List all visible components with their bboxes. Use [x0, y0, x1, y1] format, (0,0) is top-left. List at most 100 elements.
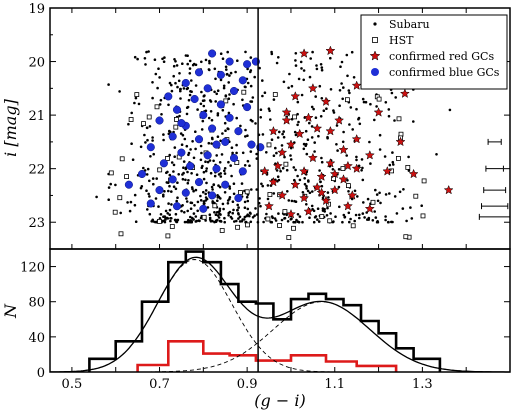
- subaru-point: [202, 190, 205, 194]
- subaru-point: [95, 195, 98, 199]
- subaru-point: [243, 164, 247, 167]
- subaru-point: [255, 152, 258, 156]
- histogram-all: [88, 250, 442, 372]
- subaru-point: [310, 204, 314, 208]
- subaru-point: [369, 102, 372, 106]
- subaru-point: [265, 151, 268, 154]
- subaru-point: [170, 190, 173, 193]
- subaru-point: [306, 138, 310, 141]
- bottom-plot-frame: [49, 248, 511, 373]
- subaru-point: [347, 89, 351, 92]
- subaru-point: [249, 212, 252, 215]
- subaru-point: [203, 202, 206, 205]
- subaru-point: [146, 167, 150, 171]
- subaru-point: [210, 142, 213, 145]
- subaru-point: [221, 202, 225, 206]
- subaru-point: [179, 97, 182, 100]
- subaru-point: [192, 218, 195, 221]
- subaru-point: [338, 205, 341, 209]
- subaru-point: [118, 90, 121, 93]
- subaru-point: [319, 115, 323, 118]
- subaru-point: [186, 181, 190, 185]
- subaru-point: [219, 175, 223, 178]
- subaru-point: [353, 219, 357, 223]
- subaru-point: [346, 74, 349, 78]
- red-gc-point: [285, 208, 296, 219]
- blue-gc-point: [199, 204, 208, 213]
- subaru-point: [297, 220, 301, 224]
- subaru-point: [384, 218, 387, 222]
- red-gc-point: [338, 144, 349, 155]
- blue-gc-point: [234, 194, 243, 203]
- subaru-point: [322, 109, 326, 112]
- subaru-point: [167, 189, 170, 193]
- subaru-point: [179, 89, 182, 93]
- red-gc-point: [299, 192, 310, 203]
- subaru-point: [302, 78, 306, 82]
- subaru-point: [243, 200, 247, 204]
- legend-label: HST: [389, 34, 414, 47]
- subaru-point: [187, 220, 190, 224]
- blue-gc-point: [181, 78, 190, 88]
- red-gc-point: [277, 147, 288, 157]
- subaru-point: [272, 192, 276, 195]
- subaru-point: [211, 200, 214, 203]
- subaru-point: [193, 204, 196, 207]
- blue-gc-point: [212, 140, 221, 149]
- top-points: [95, 45, 454, 240]
- subaru-point: [107, 83, 110, 86]
- subaru-point: [364, 100, 368, 104]
- y-tick-label: 80: [28, 296, 45, 311]
- subaru-point: [261, 94, 264, 98]
- subaru-point: [192, 156, 196, 160]
- subaru-point: [367, 216, 371, 220]
- subaru-point: [320, 97, 324, 100]
- subaru-point: [170, 203, 173, 206]
- hst-point: [405, 164, 411, 170]
- hst-point: [237, 190, 243, 195]
- hst-point: [165, 233, 171, 239]
- subaru-point: [174, 212, 178, 216]
- subaru-point: [229, 71, 233, 75]
- subaru-point: [318, 84, 322, 88]
- subaru-point: [248, 164, 251, 167]
- subaru-point: [191, 140, 194, 143]
- subaru-point: [182, 171, 185, 175]
- subaru-point: [240, 182, 244, 185]
- subaru-point: [319, 180, 322, 184]
- subaru-point: [178, 72, 181, 75]
- subaru-point: [308, 121, 311, 125]
- subaru-point: [213, 67, 217, 71]
- subaru-point: [373, 118, 376, 122]
- subaru-point: [223, 121, 227, 125]
- subaru-point: [341, 140, 345, 144]
- subaru-point: [170, 217, 173, 220]
- subaru-point: [311, 50, 314, 54]
- hst-point: [146, 114, 152, 120]
- subaru-point: [182, 160, 186, 163]
- subaru-point: [249, 220, 253, 224]
- subaru-point: [236, 203, 239, 207]
- subaru-point: [216, 214, 220, 217]
- subaru-point: [214, 100, 217, 103]
- subaru-point: [217, 216, 221, 219]
- subaru-point: [218, 207, 222, 211]
- subaru-point: [271, 216, 275, 220]
- hst-point: [319, 214, 325, 220]
- subaru-point: [225, 68, 228, 71]
- subaru-point: [243, 206, 247, 209]
- subaru-point: [215, 211, 219, 214]
- subaru-point: [231, 211, 234, 215]
- subaru-point: [246, 159, 250, 163]
- subaru-point: [319, 63, 323, 66]
- subaru-point: [137, 102, 141, 106]
- subaru-point: [289, 158, 293, 161]
- subaru-point: [224, 65, 228, 69]
- subaru-point: [361, 97, 365, 101]
- subaru-point: [133, 101, 136, 105]
- subaru-point: [298, 215, 302, 218]
- subaru-point: [187, 153, 190, 157]
- hst-point: [395, 155, 401, 161]
- subaru-point: [200, 128, 204, 131]
- subaru-point: [358, 213, 361, 217]
